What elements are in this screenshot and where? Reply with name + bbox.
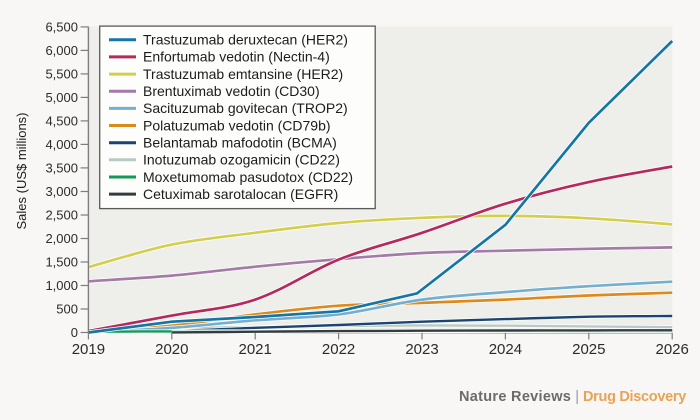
svg-text:2,000: 2,000 [45, 231, 78, 246]
svg-text:0: 0 [71, 325, 78, 340]
svg-text:Sacituzumab govitecan (TROP2): Sacituzumab govitecan (TROP2) [143, 100, 348, 116]
svg-text:Polatuzumab vedotin (CD79b): Polatuzumab vedotin (CD79b) [143, 117, 331, 133]
svg-text:2023: 2023 [405, 341, 438, 358]
svg-text:500: 500 [56, 301, 78, 316]
svg-text:Inotuzumab ozogamicin (CD22): Inotuzumab ozogamicin (CD22) [143, 152, 340, 168]
svg-text:2022: 2022 [322, 341, 355, 358]
svg-text:6,000: 6,000 [45, 43, 78, 58]
svg-text:Trastuzumab deruxtecan (HER2): Trastuzumab deruxtecan (HER2) [143, 32, 348, 48]
svg-text:5,000: 5,000 [45, 90, 78, 105]
svg-text:Cetuximab sarotalocan (EGFR): Cetuximab sarotalocan (EGFR) [143, 186, 338, 202]
svg-text:2,500: 2,500 [45, 207, 78, 222]
svg-text:Nature Reviews | Drug Discover: Nature Reviews | Drug Discovery [459, 389, 686, 405]
svg-text:2020: 2020 [155, 341, 188, 358]
svg-text:Enfortumab vedotin (Nectin-4): Enfortumab vedotin (Nectin-4) [143, 49, 330, 65]
svg-text:2025: 2025 [572, 341, 605, 358]
svg-text:4,500: 4,500 [45, 113, 78, 128]
svg-text:Brentuximab vedotin (CD30): Brentuximab vedotin (CD30) [143, 83, 320, 99]
svg-text:Sales (US$ millions): Sales (US$ millions) [14, 112, 29, 229]
svg-text:5,500: 5,500 [45, 66, 78, 81]
svg-text:1,500: 1,500 [45, 254, 78, 269]
svg-text:4,000: 4,000 [45, 137, 78, 152]
svg-text:2019: 2019 [72, 341, 105, 358]
svg-text:Trastuzumab emtansine (HER2): Trastuzumab emtansine (HER2) [143, 66, 343, 82]
svg-text:6,500: 6,500 [45, 19, 78, 34]
svg-text:3,000: 3,000 [45, 184, 78, 199]
svg-text:Belantamab mafodotin (BCMA): Belantamab mafodotin (BCMA) [143, 135, 337, 151]
svg-text:Moxetumomab pasudotox (CD22): Moxetumomab pasudotox (CD22) [143, 169, 353, 185]
svg-text:2021: 2021 [239, 341, 272, 358]
svg-text:3,500: 3,500 [45, 160, 78, 175]
svg-text:2024: 2024 [489, 341, 522, 358]
svg-text:1,000: 1,000 [45, 278, 78, 293]
svg-text:2026: 2026 [656, 341, 689, 358]
